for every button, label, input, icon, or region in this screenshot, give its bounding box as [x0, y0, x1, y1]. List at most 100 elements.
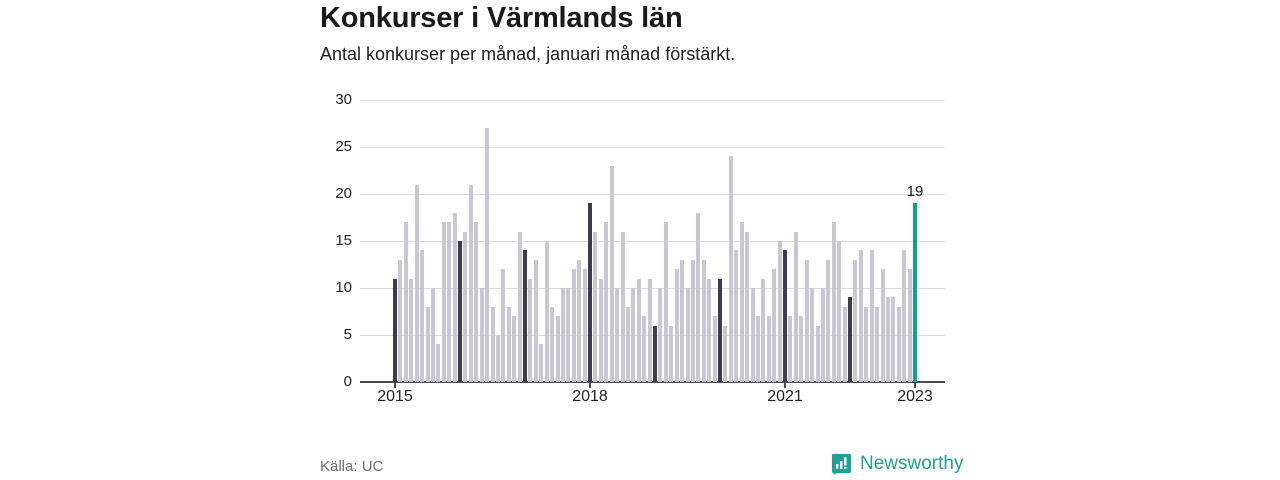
- x-axis-line: [360, 381, 945, 383]
- x-axis-tick-2021: [784, 383, 786, 388]
- bar-2019-05: [674, 269, 679, 382]
- bar-2016-11: [512, 316, 517, 382]
- bar-2022-06: [875, 306, 880, 382]
- bar-2016-10: [506, 306, 511, 382]
- bar-2018-05: [609, 165, 614, 382]
- bar-2015-04: [409, 278, 414, 382]
- grid-line-15: [360, 240, 945, 242]
- bar-2017-06: [550, 306, 555, 382]
- bar-2018-11: [642, 316, 647, 382]
- bar-2021-04: [799, 316, 804, 382]
- bar-2016-08: [495, 335, 500, 382]
- bar-2015-05: [414, 184, 419, 382]
- bar-2016-06: [485, 128, 490, 382]
- bar-2022-07: [880, 269, 885, 382]
- bar-2016-04: [474, 222, 479, 382]
- bar-2022-05: [869, 250, 874, 382]
- y-axis-label-20: 20: [335, 185, 352, 202]
- bar-2015-02: [398, 259, 403, 382]
- bar-2020-12: [777, 241, 782, 382]
- bar-2017-09: [566, 288, 571, 382]
- page-subtitle: Antal konkurser per månad, januari månad…: [320, 44, 736, 64]
- bar-2021-01: [783, 250, 787, 382]
- bar-2017-01: [523, 250, 527, 382]
- bar-2020-07: [750, 288, 755, 382]
- bar-2017-12: [582, 269, 587, 382]
- x-axis-tick-2023: [914, 383, 916, 388]
- bar-2019-03: [663, 222, 668, 382]
- x-axis-label-2023: 2023: [897, 388, 933, 405]
- bar-2019-10: [701, 259, 706, 382]
- bar-2021-10: [831, 222, 836, 382]
- bar-2019-04: [669, 325, 674, 382]
- source-note: Källa: UC: [320, 458, 384, 475]
- bar-2015-10: [441, 222, 446, 382]
- bar-2022-02: [853, 259, 858, 382]
- bar-2018-02: [593, 231, 598, 382]
- bar-2016-02: [463, 231, 468, 382]
- bar-2019-08: [690, 259, 695, 382]
- bar-2015-08: [430, 288, 435, 382]
- page-title: Konkurser i Värmlands län: [320, 2, 683, 34]
- y-axis-label-30: 30: [335, 91, 352, 108]
- bar-2016-09: [501, 269, 506, 382]
- bar-2015-06: [420, 250, 425, 382]
- bar-2020-11: [772, 269, 777, 382]
- bar-2021-05: [804, 259, 809, 382]
- bar-2021-02: [788, 316, 793, 382]
- bar-2018-09: [631, 288, 636, 382]
- bar-2021-08: [820, 288, 825, 382]
- bar-2021-12: [842, 306, 847, 382]
- bar-2017-08: [560, 288, 565, 382]
- bar-2018-08: [625, 306, 630, 382]
- bar-2022-03: [858, 250, 863, 382]
- grid-line-25: [360, 146, 945, 148]
- bar-2017-11: [577, 259, 582, 382]
- bar-2020-02: [723, 325, 728, 382]
- bar-2017-02: [528, 278, 533, 382]
- newsworthy-logo-text: Newsworthy: [860, 452, 964, 474]
- bar-2018-10: [636, 278, 641, 382]
- bar-2015-03: [403, 222, 408, 382]
- bar-2017-04: [539, 344, 544, 382]
- x-axis-tick-2018: [589, 383, 591, 388]
- bar-2018-03: [598, 278, 603, 382]
- x-axis-label-2021: 2021: [767, 388, 803, 405]
- bar-2020-09: [761, 278, 766, 382]
- bar-2019-12: [712, 316, 717, 382]
- bar-2017-05: [544, 241, 549, 382]
- y-axis-label-25: 25: [335, 138, 352, 155]
- y-axis-label-0: 0: [343, 373, 352, 390]
- bar-2017-10: [571, 269, 576, 382]
- bar-2019-02: [658, 288, 663, 382]
- bar-2016-03: [468, 184, 473, 382]
- bar-2019-06: [680, 259, 685, 382]
- bar-2018-06: [615, 288, 620, 382]
- bar-chart: 0 5 10 15 20 25 30 19 2015 2018 2021 2023: [335, 91, 945, 405]
- bar-2017-07: [555, 316, 560, 382]
- bar-2019-11: [707, 278, 712, 382]
- bar-2017-03: [533, 259, 538, 382]
- y-axis-label-10: 10: [335, 279, 352, 296]
- bar-2020-10: [766, 316, 771, 382]
- bar-2020-03: [728, 156, 733, 382]
- bar-2022-08: [885, 297, 890, 382]
- bar-2015-11: [447, 222, 452, 382]
- bar-2018-01: [588, 203, 592, 382]
- bar-2019-01: [653, 325, 657, 382]
- bar-2018-07: [620, 231, 625, 382]
- bar-2021-11: [837, 241, 842, 382]
- bar-2021-09: [826, 259, 831, 382]
- grid-line-30: [360, 99, 945, 101]
- bar-2018-12: [647, 278, 652, 382]
- bar-2015-01: [393, 278, 397, 382]
- bar-2022-11: [902, 250, 907, 382]
- bar-2018-04: [604, 222, 609, 382]
- y-axis-label-5: 5: [343, 326, 352, 343]
- x-axis-label-2018: 2018: [572, 388, 608, 405]
- bar-2016-05: [479, 288, 484, 382]
- bar-2022-10: [896, 306, 901, 382]
- bar-2020-05: [739, 222, 744, 382]
- y-axis-label-15: 15: [335, 232, 352, 249]
